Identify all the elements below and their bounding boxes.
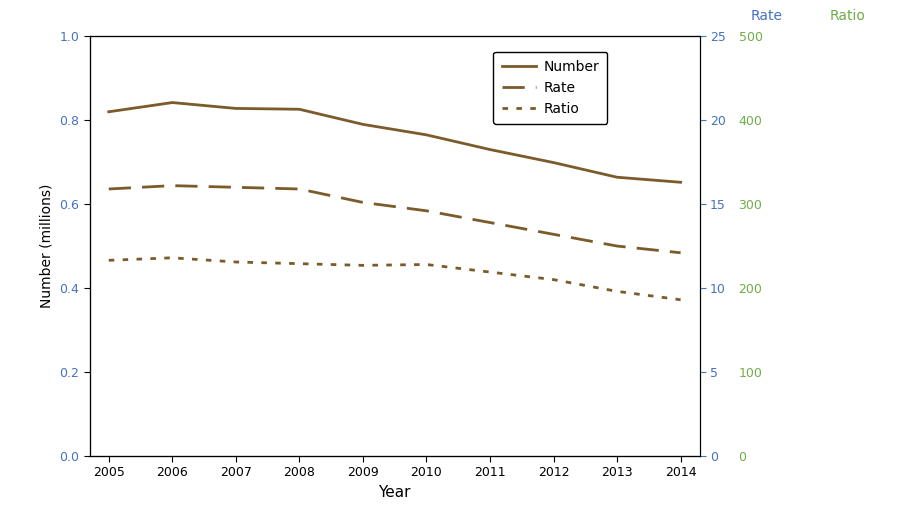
Rate [294, 186, 305, 192]
Text: Rate: Rate [751, 9, 783, 23]
Number [548, 160, 559, 166]
Rate [548, 231, 559, 237]
Rate [358, 199, 369, 206]
Rate [231, 184, 241, 191]
Ratio [484, 269, 495, 275]
Number [294, 106, 305, 112]
Ratio [294, 261, 305, 267]
Y-axis label: Number (millions): Number (millions) [39, 184, 54, 308]
Ratio [103, 257, 114, 264]
Rate [675, 250, 686, 256]
Ratio [421, 262, 431, 268]
Rate [167, 182, 178, 189]
Ratio [612, 288, 623, 294]
Ratio [548, 277, 559, 283]
Rate [484, 220, 495, 226]
Line: Rate: Rate [109, 185, 681, 253]
Rate [103, 186, 114, 192]
Ratio [675, 297, 686, 303]
Ratio [358, 262, 369, 268]
Rate [421, 208, 431, 214]
Number [103, 109, 114, 115]
Number [167, 99, 178, 106]
Number [231, 105, 241, 111]
X-axis label: Year: Year [379, 485, 411, 500]
Ratio [167, 255, 178, 261]
Line: Ratio: Ratio [109, 258, 681, 300]
Line: Number: Number [109, 103, 681, 182]
Number [358, 121, 369, 127]
Number [675, 179, 686, 185]
Legend: Number, Rate, Ratio: Number, Rate, Ratio [493, 52, 607, 124]
Number [421, 132, 431, 138]
Ratio [231, 259, 241, 265]
Rate [612, 243, 623, 249]
Number [612, 174, 623, 180]
Number [484, 147, 495, 153]
Text: Ratio: Ratio [830, 9, 866, 23]
